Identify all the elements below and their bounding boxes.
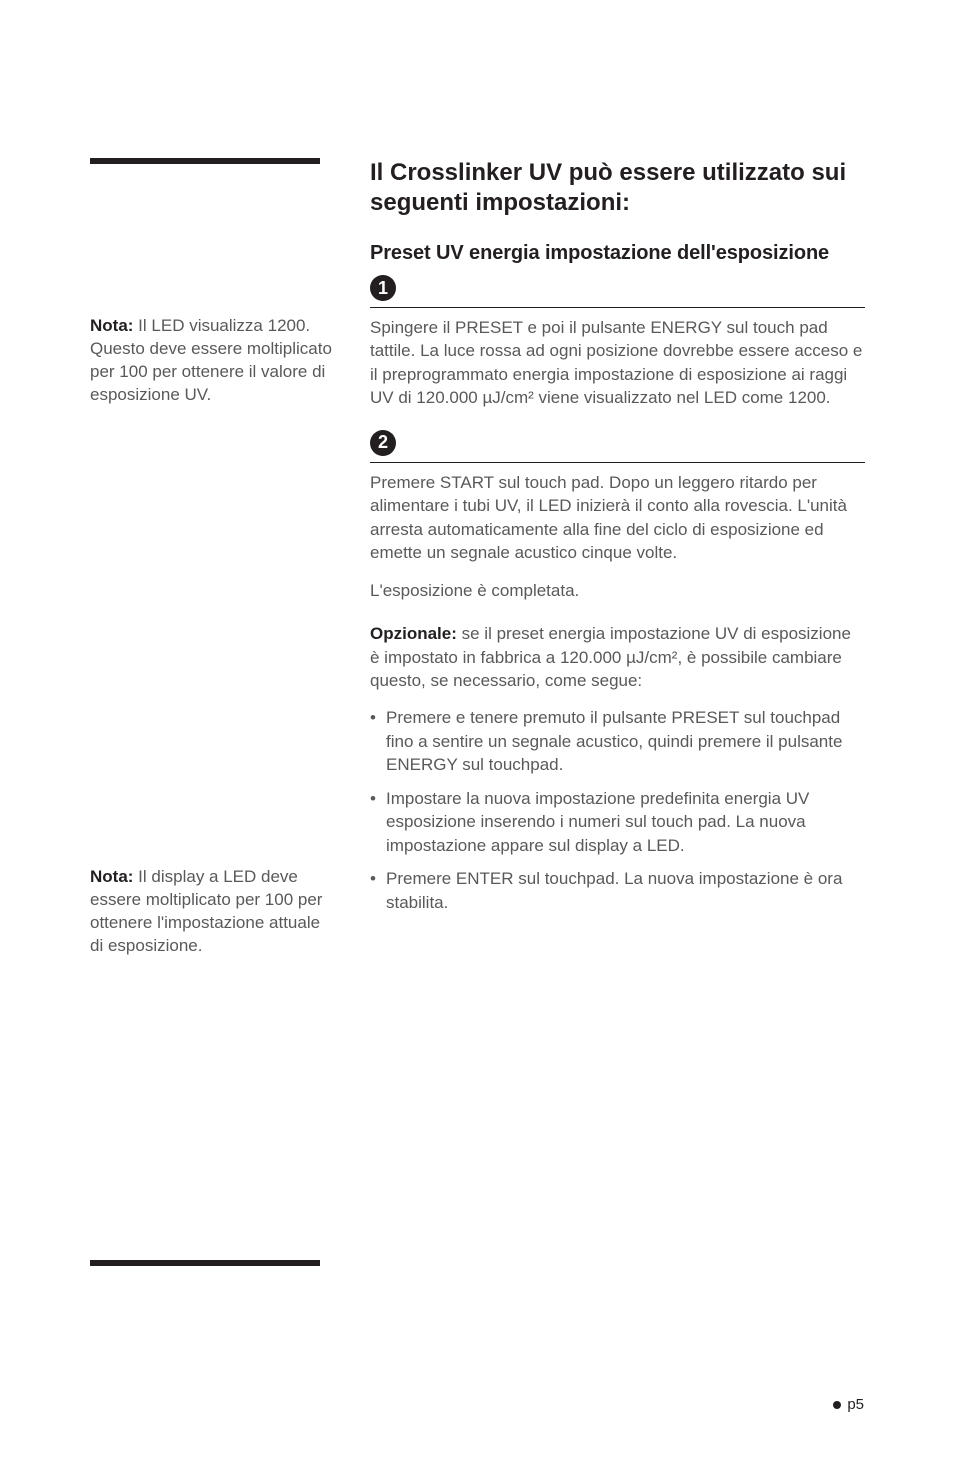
main-content: Il Crosslinker UV può essere utilizzato …	[370, 158, 865, 928]
page-footer: p5	[833, 1396, 864, 1413]
step-rule	[370, 307, 865, 308]
sidebar-bottom-rule	[90, 1260, 320, 1266]
note-label: Nota:	[90, 316, 133, 335]
sidebar-note-1: Nota: Il LED visualizza 1200. Questo dev…	[90, 315, 345, 407]
note-label: Nota:	[90, 867, 133, 886]
bullet-item: Premere ENTER sul touchpad. La nuova imp…	[370, 867, 865, 914]
bullet-item: Premere e tenere premuto il pulsante PRE…	[370, 706, 865, 776]
page-title: Il Crosslinker UV può essere utilizzato …	[370, 158, 865, 218]
page: Nota: Il LED visualizza 1200. Questo dev…	[0, 0, 954, 1475]
step-1: 1 Spingere il PRESET e poi il pulsante E…	[370, 275, 865, 410]
sidebar-top-rule	[90, 158, 320, 164]
step-2-text: Premere START sul touch pad. Dopo un leg…	[370, 471, 865, 565]
section-subtitle: Preset UV energia impostazione dell'espo…	[370, 242, 865, 265]
step-number-1: 1	[370, 275, 396, 301]
bullet-item: Impostare la nuova impostazione predefin…	[370, 787, 865, 857]
footer-dot-icon	[833, 1401, 841, 1409]
exposure-complete-text: L'esposizione è completata.	[370, 579, 865, 602]
optional-paragraph: Opzionale: se il preset energia impostaz…	[370, 622, 865, 692]
optional-bullets: Premere e tenere premuto il pulsante PRE…	[370, 706, 865, 914]
optional-label: Opzionale:	[370, 624, 457, 643]
sidebar-note-2: Nota: Il display a LED deve essere molti…	[90, 866, 330, 958]
step-number-2: 2	[370, 430, 396, 456]
step-1-text: Spingere il PRESET e poi il pulsante ENE…	[370, 316, 865, 410]
step-2: 2 Premere START sul touch pad. Dopo un l…	[370, 430, 865, 602]
step-rule	[370, 462, 865, 463]
page-number: p5	[847, 1396, 864, 1413]
